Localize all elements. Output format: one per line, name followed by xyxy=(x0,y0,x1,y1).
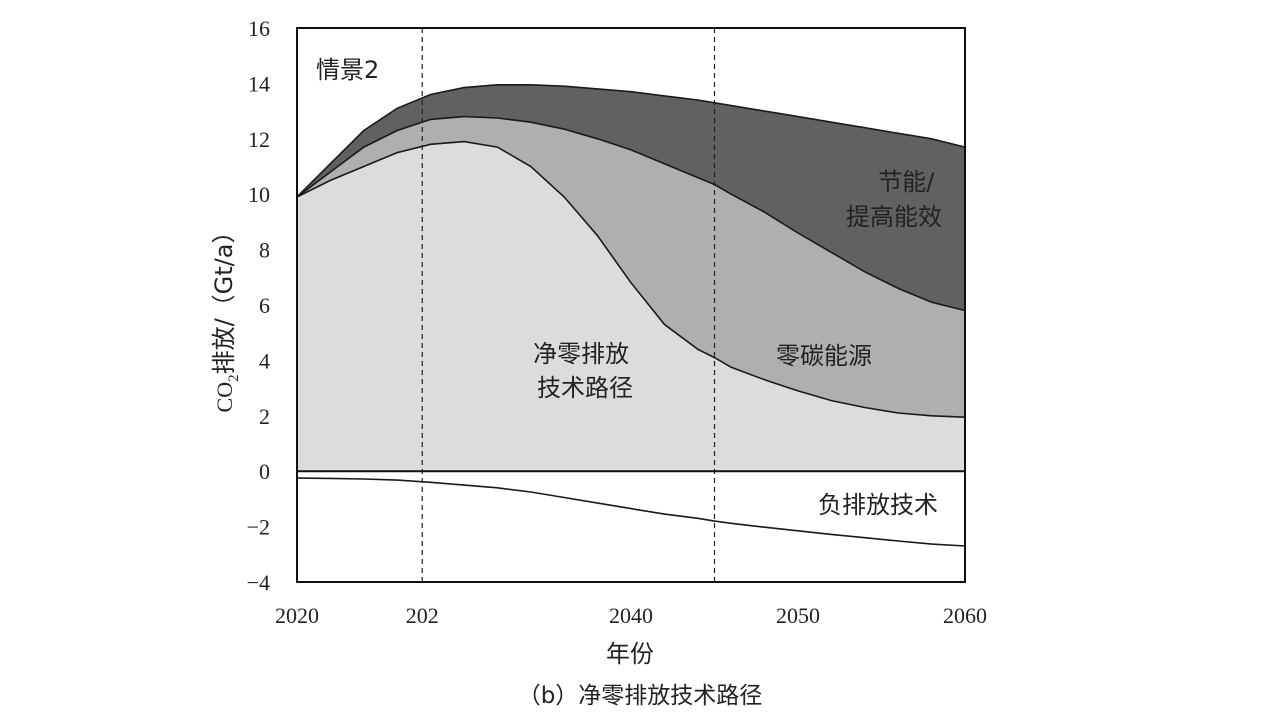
y-tick-label: 8 xyxy=(259,238,270,263)
scenario-label: 情景2 xyxy=(316,56,379,84)
y-axis-label: CO2排放/（Gt/a） xyxy=(210,220,242,413)
x-tick-label: 2020 xyxy=(275,603,319,628)
y-tick-label: 10 xyxy=(248,182,270,207)
y-tick-labels: 16 14 12 10 8 6 4 2 0 −2 −4 xyxy=(247,16,270,595)
y-tick-label: 4 xyxy=(259,348,270,373)
line-zero-carbon-top xyxy=(296,115,966,312)
reference-line-layer xyxy=(421,28,716,582)
label-efficiency: 节能/ 提高能效 xyxy=(846,168,942,231)
x-tick-label: 2060 xyxy=(943,603,987,628)
y-tick-label: 16 xyxy=(248,16,270,41)
emissions-area-chart: 16 14 12 10 8 6 4 2 0 −2 −4 2020 202 2040 2050 2060 情景… xyxy=(210,16,987,668)
label-zero-carbon: 零碳能源 xyxy=(776,342,872,370)
y-tick-label: 2 xyxy=(259,404,270,429)
label-net-zero-line2: 技术路径 xyxy=(537,374,633,402)
label-efficiency-line1: 节能/ xyxy=(878,168,935,196)
x-tick-labels: 2020 202 2040 2050 2060 xyxy=(275,603,987,628)
area-efficiency xyxy=(297,84,965,311)
y-tick-label: 14 xyxy=(248,71,270,96)
area-zero-carbon xyxy=(297,116,965,418)
label-negative: 负排放技术 xyxy=(818,491,938,519)
y-axis-label-subscript: 2 xyxy=(226,374,242,382)
label-efficiency-line2: 提高能效 xyxy=(846,203,942,231)
x-axis-label: 年份 xyxy=(606,640,654,668)
y-tick-label: 6 xyxy=(259,293,270,318)
line-efficiency-top xyxy=(296,84,966,198)
label-net-zero-line1: 净零排放 xyxy=(533,340,629,368)
y-tick-label: −4 xyxy=(247,570,270,595)
x-tick-label: 2040 xyxy=(609,603,653,628)
line-net-zero-top xyxy=(296,140,966,418)
line-negative-emissions xyxy=(296,477,966,547)
y-tick-label: −2 xyxy=(247,515,270,540)
y-axis-label-unit: 排放/（Gt/a） xyxy=(210,220,238,375)
figure-caption: （b）净零排放技术路径 xyxy=(517,683,763,709)
boundary-line-layer xyxy=(296,84,966,547)
area-net-zero xyxy=(297,141,965,472)
y-tick-label: 12 xyxy=(248,127,270,152)
y-tick-label: 0 xyxy=(259,459,270,484)
x-tick-label: 2050 xyxy=(776,603,820,628)
plot-frame xyxy=(296,27,966,583)
x-tick-label: 202 xyxy=(406,603,439,628)
label-net-zero: 净零排放 技术路径 xyxy=(533,340,637,402)
y-axis-label-co: CO xyxy=(212,382,237,413)
area-layer xyxy=(297,84,965,546)
